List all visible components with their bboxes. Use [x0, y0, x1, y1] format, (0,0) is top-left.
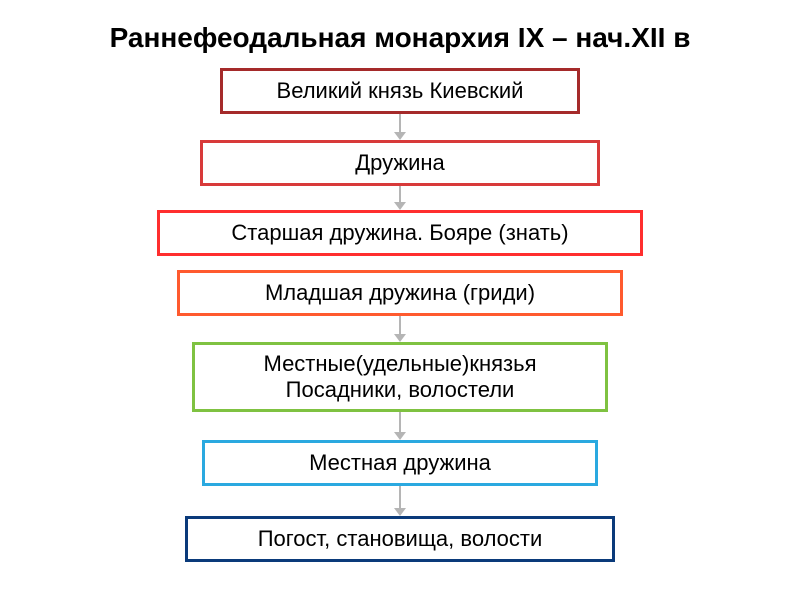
- hierarchy-box-druzhina: Дружина: [200, 140, 600, 186]
- box-label: Старшая дружина. Бояре (знать): [231, 220, 568, 246]
- hierarchy-box-local-druzhina: Местная дружина: [202, 440, 598, 486]
- box-label: Великий князь Киевский: [277, 78, 524, 104]
- arrow-head-icon: [394, 202, 406, 210]
- hierarchy-box-junior-druzhina: Младшая дружина (гриди): [177, 270, 623, 316]
- hierarchy-box-local-princes: Местные(удельные)князьяПосадники, волост…: [192, 342, 608, 412]
- arrow-connector: [399, 114, 401, 134]
- hierarchy-box-pogost: Погост, становища, волости: [185, 516, 615, 562]
- arrow-head-icon: [394, 334, 406, 342]
- box-label: Местные(удельные)князьяПосадники, волост…: [264, 351, 537, 404]
- arrow-head-icon: [394, 432, 406, 440]
- diagram-title: Раннефеодальная монархия IX – нач.XII в: [0, 22, 800, 54]
- hierarchy-box-senior-druzhina: Старшая дружина. Бояре (знать): [157, 210, 643, 256]
- arrow-head-icon: [394, 132, 406, 140]
- arrow-connector: [399, 486, 401, 510]
- box-label: Погост, становища, волости: [258, 526, 543, 552]
- box-label: Дружина: [355, 150, 445, 176]
- hierarchy-box-grand-prince: Великий князь Киевский: [220, 68, 580, 114]
- arrow-connector: [399, 316, 401, 336]
- box-label: Младшая дружина (гриди): [265, 280, 535, 306]
- box-label: Местная дружина: [309, 450, 491, 476]
- diagram-container: Раннефеодальная монархия IX – нач.XII в …: [0, 0, 800, 600]
- arrow-head-icon: [394, 508, 406, 516]
- arrow-connector: [399, 412, 401, 434]
